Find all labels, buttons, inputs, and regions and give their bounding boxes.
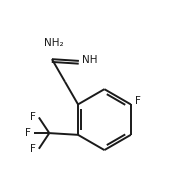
Text: F: F [30,113,36,122]
Text: NH₂: NH₂ [44,38,64,48]
Text: F: F [25,128,31,138]
Text: F: F [30,144,36,154]
Text: F: F [135,96,141,106]
Text: NH: NH [82,55,98,64]
